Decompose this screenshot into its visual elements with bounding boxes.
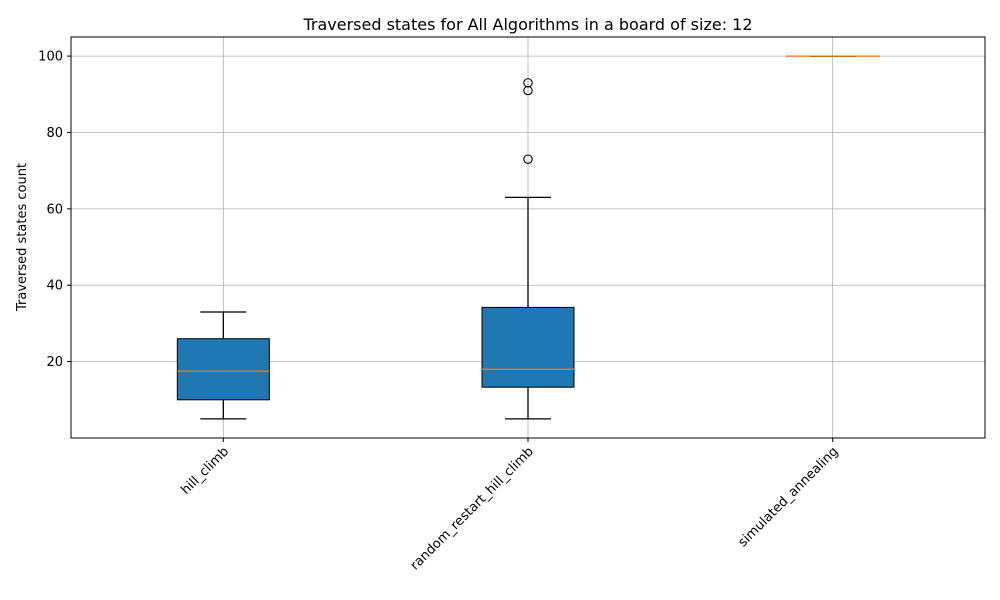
box-rect bbox=[481, 306, 575, 388]
y-tick-label: 20 bbox=[46, 355, 63, 370]
y-tick-label: 80 bbox=[46, 126, 63, 141]
outlier-point bbox=[523, 78, 533, 88]
box-random-restart-hill-climb bbox=[481, 78, 575, 420]
x-tick-label-random-restart-hill-climb: random_restart_hill_climb bbox=[408, 444, 537, 573]
box-rect bbox=[176, 338, 270, 401]
outlier-point bbox=[523, 85, 533, 96]
x-tick-label-simulated-annealing: simulated_annealing bbox=[736, 444, 842, 550]
y-tick-label: 60 bbox=[46, 202, 63, 217]
y-axis-label: Traversed states count bbox=[15, 163, 30, 312]
box-hill-climb bbox=[176, 311, 270, 420]
plot-marks bbox=[176, 55, 880, 420]
y-axis: 20 40 60 80 100 bbox=[38, 50, 71, 370]
y-tick-label: 40 bbox=[46, 279, 63, 294]
outlier-point bbox=[523, 154, 533, 164]
chart-title: Traversed states for All Algorithms in a… bbox=[302, 15, 752, 34]
x-tick-label-hill-climb: hill_climb bbox=[179, 444, 233, 498]
x-axis: hill_climb random_restart_hill_climb simul… bbox=[179, 438, 842, 573]
y-tick-label: 100 bbox=[38, 50, 63, 65]
